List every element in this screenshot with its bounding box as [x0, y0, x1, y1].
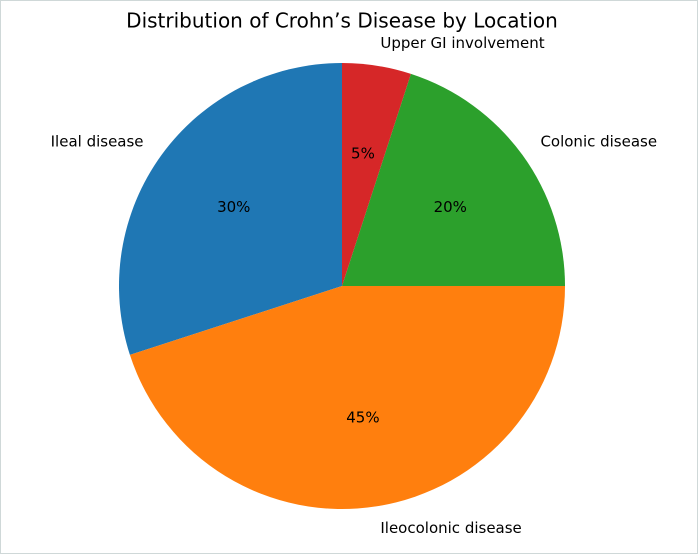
chart-title: Distribution of Crohn’s Disease by Locat… — [126, 9, 558, 33]
percent-label: 45% — [346, 409, 379, 427]
slice-label: Colonic disease — [540, 132, 657, 150]
percent-label: 30% — [217, 198, 250, 216]
pie-slice — [342, 63, 411, 286]
pie-slice — [129, 286, 565, 510]
pie-slice — [119, 63, 342, 355]
percent-label: 20% — [434, 198, 467, 216]
pie-slice — [342, 73, 565, 286]
slice-label: Ileal disease — [51, 132, 144, 150]
slice-label: Ileocolonic disease — [380, 519, 521, 537]
slice-label: Upper GI involvement — [380, 34, 544, 52]
percent-label: 5% — [351, 144, 375, 162]
